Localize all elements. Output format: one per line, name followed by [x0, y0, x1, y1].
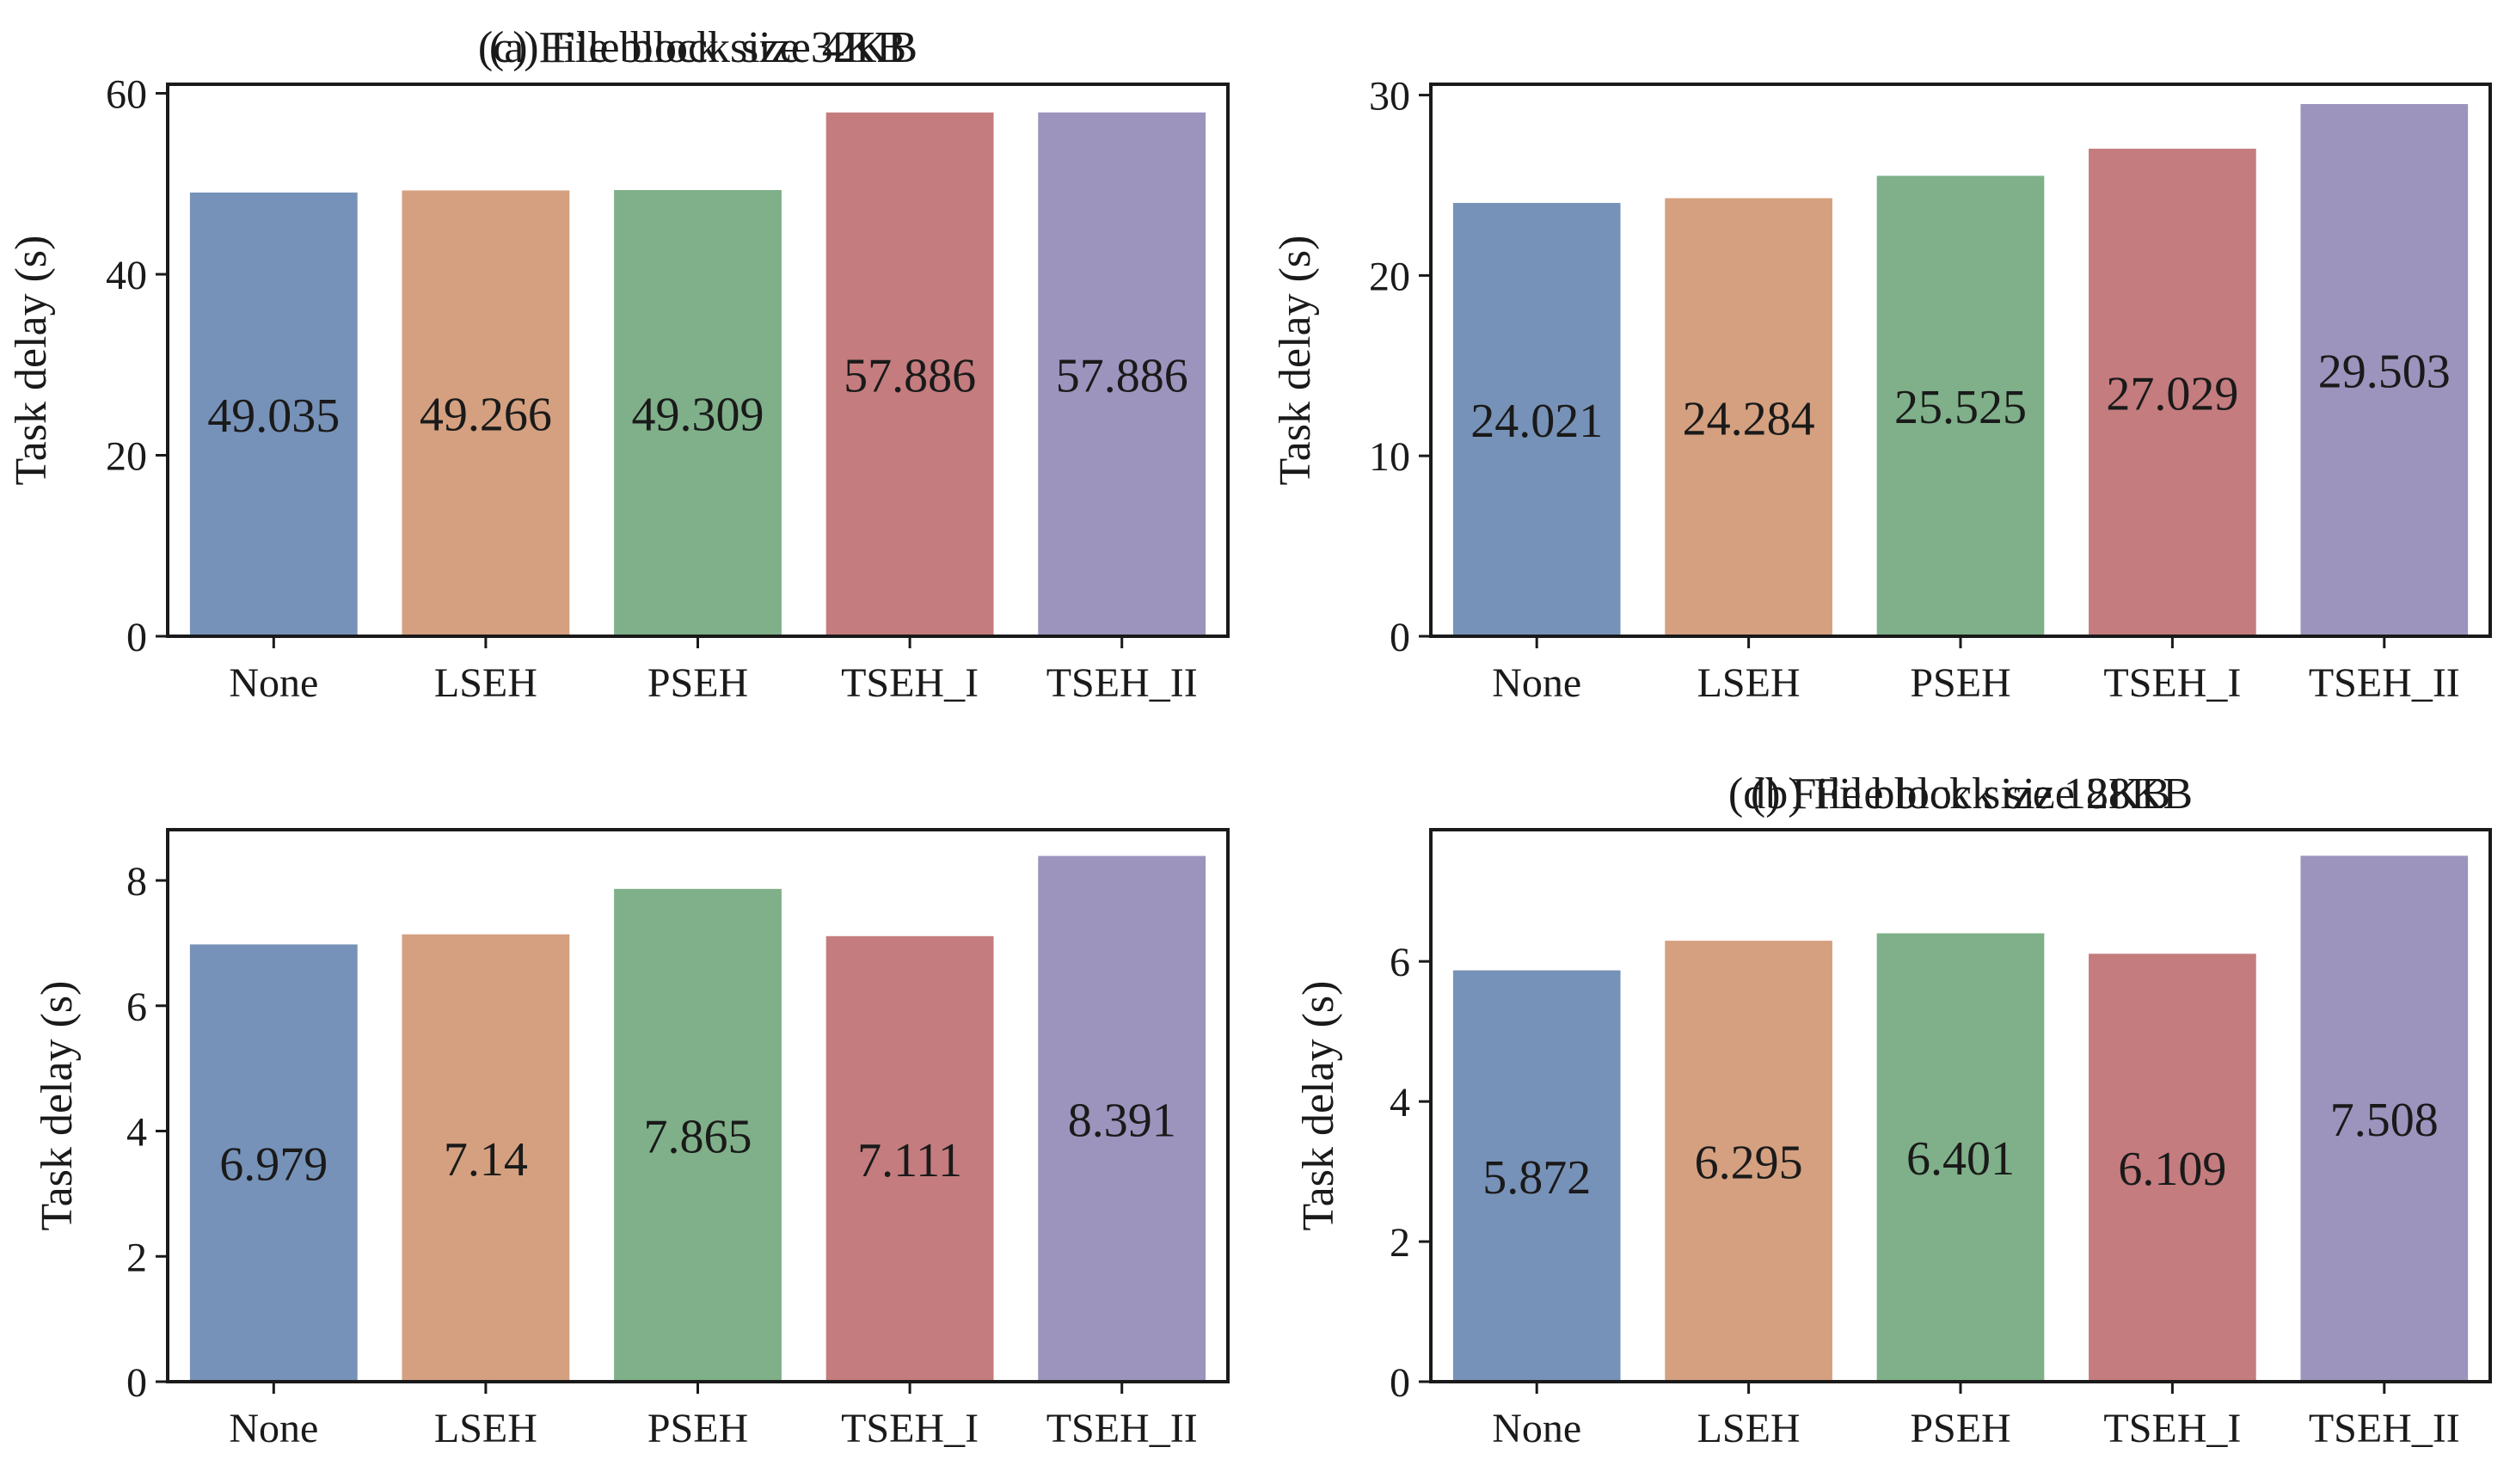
x-tick-label-pseh: PSEH — [1910, 1406, 2010, 1451]
bar-lseh — [1665, 941, 1832, 1382]
x-tick-label-none: None — [229, 1406, 318, 1451]
bar-value-label: 5.872 — [1482, 1151, 1591, 1205]
bar-pseh — [614, 190, 782, 637]
bar-lseh — [402, 934, 570, 1382]
x-tick-label-tseh-ii: TSEH_II — [1046, 1406, 1198, 1451]
y-tick-label: 0 — [1390, 615, 1410, 660]
chart-panel-4: 5.872 6.295 6.401 6.109 7.508 0 2 4 6 None LSEH PSE… — [1294, 770, 2492, 1451]
x-tick-label-tseh-i: TSEH_I — [841, 660, 979, 706]
bar-value-label: 57.886 — [1056, 349, 1188, 402]
chart-panel-1: 49.035 49.266 49.309 57.886 57.886 0 20 40 60 Non… — [7, 23, 1230, 706]
y-axis-label: Task delay (s) — [33, 981, 82, 1231]
bar-value-label: 49.266 — [420, 389, 552, 442]
bar-tseh-i — [2089, 954, 2256, 1382]
bar-value-label: 49.309 — [632, 389, 764, 442]
bar-tseh-i — [825, 935, 994, 1382]
chart-title: (d) File block size 128KB — [1728, 770, 2193, 819]
bar-tseh-ii — [2300, 855, 2469, 1382]
bar-value-label: 6.109 — [2118, 1143, 2226, 1196]
y-tick-label: 4 — [126, 1110, 147, 1156]
y-tick-label: 20 — [106, 434, 147, 480]
bar-value-label: 24.284 — [1683, 392, 1815, 445]
bar-value-label: 57.886 — [844, 349, 976, 402]
bar-none — [1452, 970, 1621, 1382]
x-tick-label-pseh: PSEH — [647, 660, 748, 706]
bar-none — [189, 944, 358, 1382]
bar-value-label: 25.525 — [1894, 381, 2027, 434]
x-tick-label-lseh: LSEH — [434, 1406, 537, 1451]
bar-tseh-i — [825, 112, 994, 637]
bar-lseh — [1665, 198, 1832, 637]
bar-pseh — [1876, 933, 2045, 1382]
y-tick-label: 60 — [106, 72, 147, 118]
y-tick-label: 0 — [1390, 1360, 1410, 1406]
x-tick-label-lseh: LSEH — [1697, 660, 1801, 706]
bar-value-label: 29.503 — [2318, 346, 2451, 399]
x-tick-label-lseh: LSEH — [1697, 1406, 1801, 1451]
y-tick-label: 2 — [1390, 1220, 1410, 1266]
bar-value-label: 6.979 — [219, 1138, 328, 1192]
bar-value-label: 7.865 — [644, 1110, 752, 1163]
bar-none — [1452, 203, 1621, 636]
bar-none — [189, 192, 358, 636]
y-axis-label: Task delay (s) — [1271, 236, 1320, 486]
bar-lseh — [402, 190, 570, 636]
bar-value-label: 7.508 — [2330, 1094, 2439, 1147]
y-tick-label: 8 — [126, 859, 147, 905]
bar-value-label: 6.401 — [1906, 1132, 2015, 1186]
chart-title: (c) File block size 32KB — [478, 23, 917, 72]
x-tick-label-lseh: LSEH — [434, 660, 537, 706]
bar-tseh-ii — [1038, 112, 1206, 637]
bar-pseh — [614, 888, 782, 1382]
x-tick-label-pseh: PSEH — [647, 1406, 748, 1451]
chart-panel-2: 24.021 24.284 25.525 27.029 29.503 0 10 20 30 Non… — [1271, 74, 2492, 819]
bar-tseh-i — [2089, 148, 2256, 637]
x-tick-label-tseh-i: TSEH_I — [841, 1406, 979, 1451]
bar-tseh-ii — [1038, 855, 1206, 1382]
bar-pseh — [1876, 175, 2045, 637]
bar-value-label: 27.029 — [2106, 367, 2238, 420]
y-tick-label: 10 — [1369, 434, 1410, 480]
x-tick-label-tseh-i: TSEH_I — [2103, 1406, 2241, 1451]
bar-value-label: 7.14 — [444, 1133, 528, 1187]
y-axis-label: Task delay (s) — [1294, 981, 1343, 1231]
y-tick-label: 2 — [126, 1235, 147, 1280]
x-tick-label-none: None — [1492, 1406, 1581, 1451]
x-tick-label-none: None — [229, 660, 318, 706]
chart-panel-3: 6.979 7.14 7.865 7.111 8.391 0 2 4 6 8 None LSEH PSE… — [33, 23, 1230, 1451]
bar-value-label: 49.035 — [207, 389, 340, 443]
y-tick-label: 6 — [126, 984, 147, 1030]
bar-value-label: 8.391 — [1068, 1094, 1176, 1147]
x-tick-label-tseh-ii: TSEH_II — [2309, 1406, 2460, 1451]
y-tick-label: 6 — [1390, 940, 1410, 985]
bar-value-label: 6.295 — [1695, 1137, 1803, 1190]
x-tick-label-tseh-ii: TSEH_II — [2309, 660, 2460, 706]
x-tick-label-tseh-ii: TSEH_II — [1046, 660, 1198, 706]
y-tick-label: 4 — [1390, 1080, 1410, 1125]
x-tick-label-none: None — [1492, 660, 1581, 706]
y-tick-label: 40 — [106, 253, 147, 298]
y-tick-label: 0 — [126, 1360, 147, 1406]
y-axis-label: Task delay (s) — [7, 236, 56, 486]
bar-tseh-ii — [2300, 104, 2469, 636]
y-tick-label: 20 — [1369, 254, 1410, 299]
y-tick-label: 30 — [1369, 74, 1410, 120]
x-tick-label-tseh-i: TSEH_I — [2103, 660, 2241, 706]
bar-value-label: 24.021 — [1470, 395, 1603, 448]
chart-title: (b) File block size 8KB — [1751, 770, 2170, 819]
y-tick-label: 0 — [126, 615, 147, 660]
chart-title: (a) File block size 4KB — [489, 23, 906, 72]
x-tick-label-pseh: PSEH — [1910, 660, 2010, 706]
bar-value-label: 7.111 — [857, 1134, 962, 1187]
